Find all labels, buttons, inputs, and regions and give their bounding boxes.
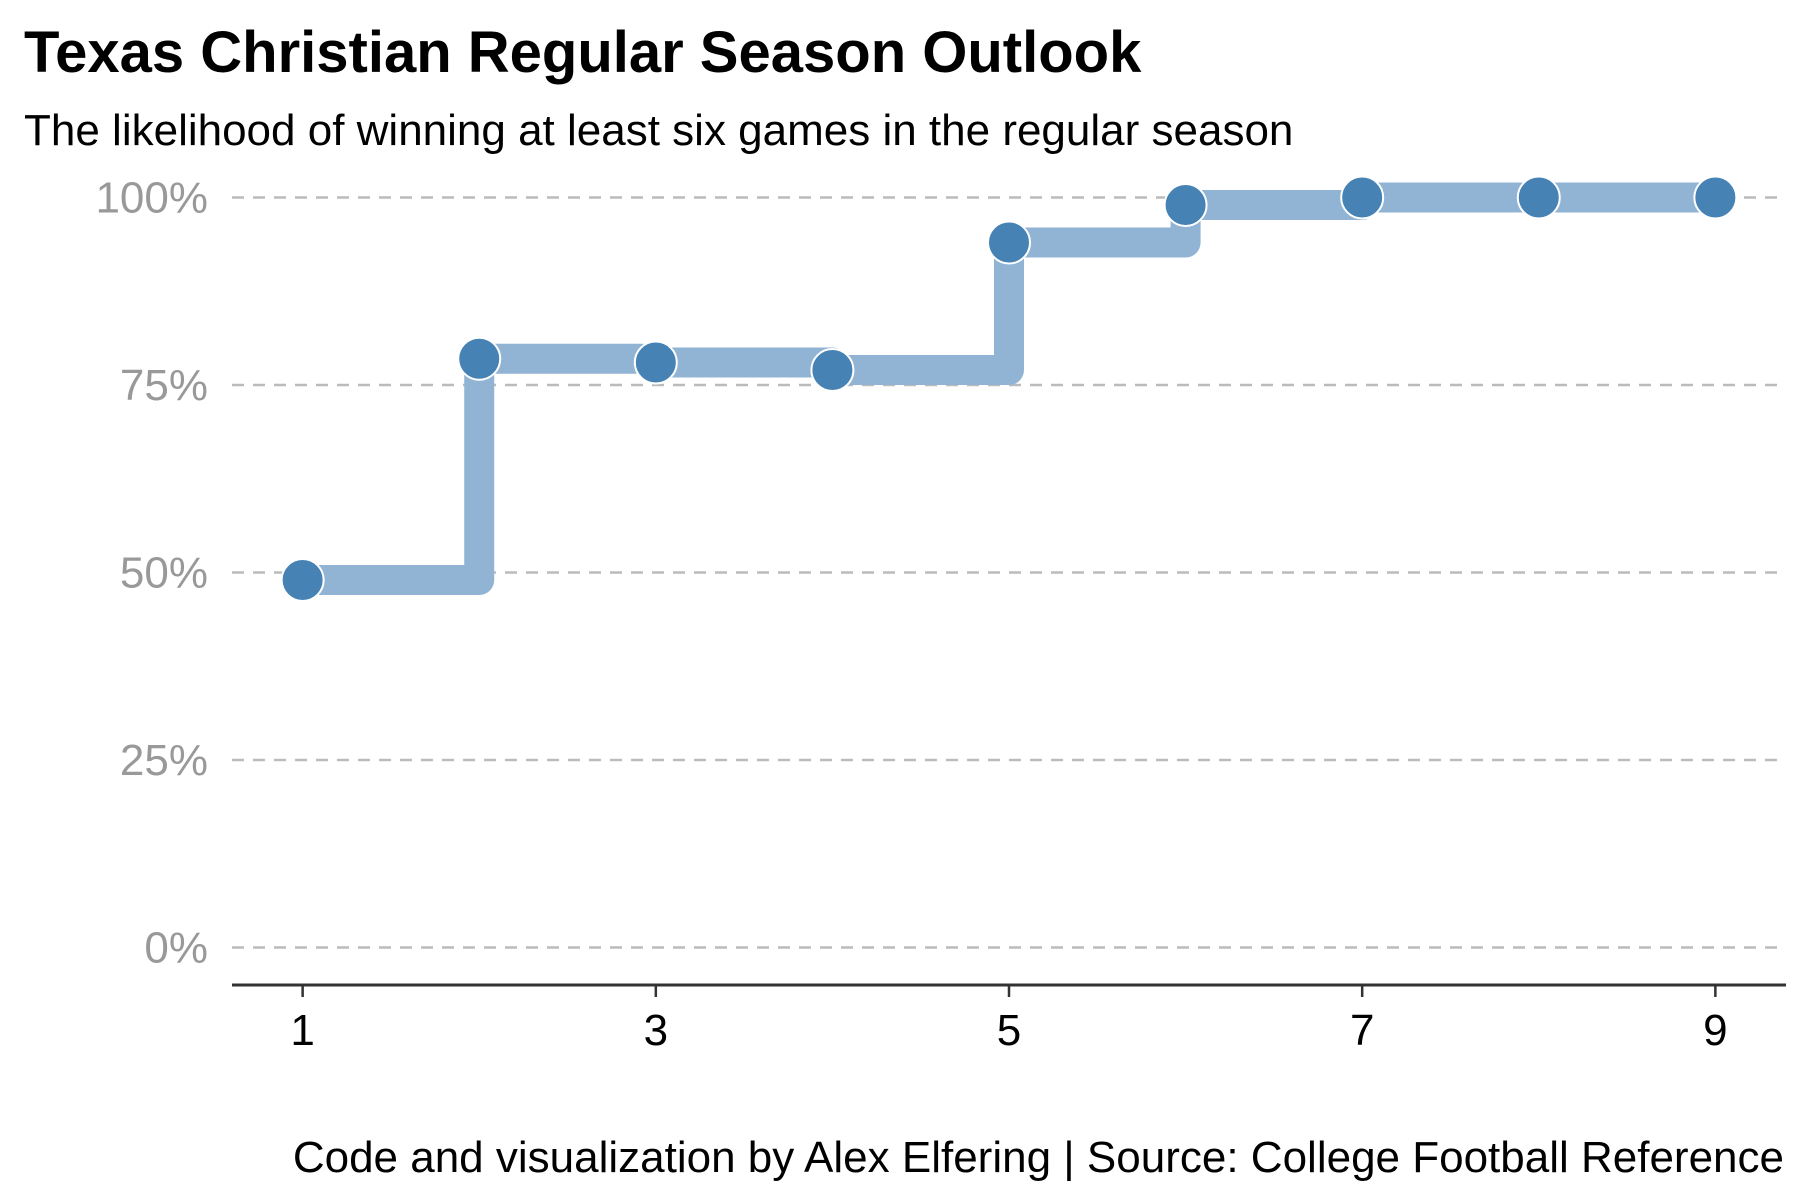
chart-caption: Code and visualization by Alex Elfering … bbox=[293, 1133, 1784, 1182]
chart-subtitle: The likelihood of winning at least six g… bbox=[24, 106, 1293, 155]
x-tick-label: 7 bbox=[1350, 1006, 1374, 1055]
data-point bbox=[987, 220, 1031, 265]
x-tick-label: 1 bbox=[290, 1006, 314, 1055]
x-tick-label: 3 bbox=[644, 1006, 668, 1055]
chart-title: Texas Christian Regular Season Outlook bbox=[24, 20, 1142, 85]
data-point bbox=[1340, 175, 1385, 220]
data-point bbox=[1693, 175, 1738, 220]
x-tick-label: 9 bbox=[1703, 1006, 1727, 1055]
data-point bbox=[1163, 183, 1208, 227]
data-point bbox=[633, 340, 678, 385]
x-axis-ticks: 1 3 5 7 9 bbox=[290, 985, 1728, 1055]
y-tick-label: 75% bbox=[120, 361, 208, 410]
y-tick-label: 100% bbox=[95, 174, 208, 223]
data-point bbox=[280, 558, 325, 602]
data-point bbox=[1516, 175, 1561, 220]
data-point bbox=[457, 336, 502, 381]
y-tick-label: 50% bbox=[120, 549, 208, 598]
y-tick-label: 25% bbox=[120, 736, 208, 785]
series-points bbox=[280, 175, 1738, 602]
y-axis-ticks: 0% 25% 50% 75% 100% bbox=[95, 174, 208, 973]
x-tick-label: 5 bbox=[997, 1006, 1021, 1055]
data-point bbox=[810, 348, 855, 392]
y-tick-label: 0% bbox=[144, 924, 208, 973]
